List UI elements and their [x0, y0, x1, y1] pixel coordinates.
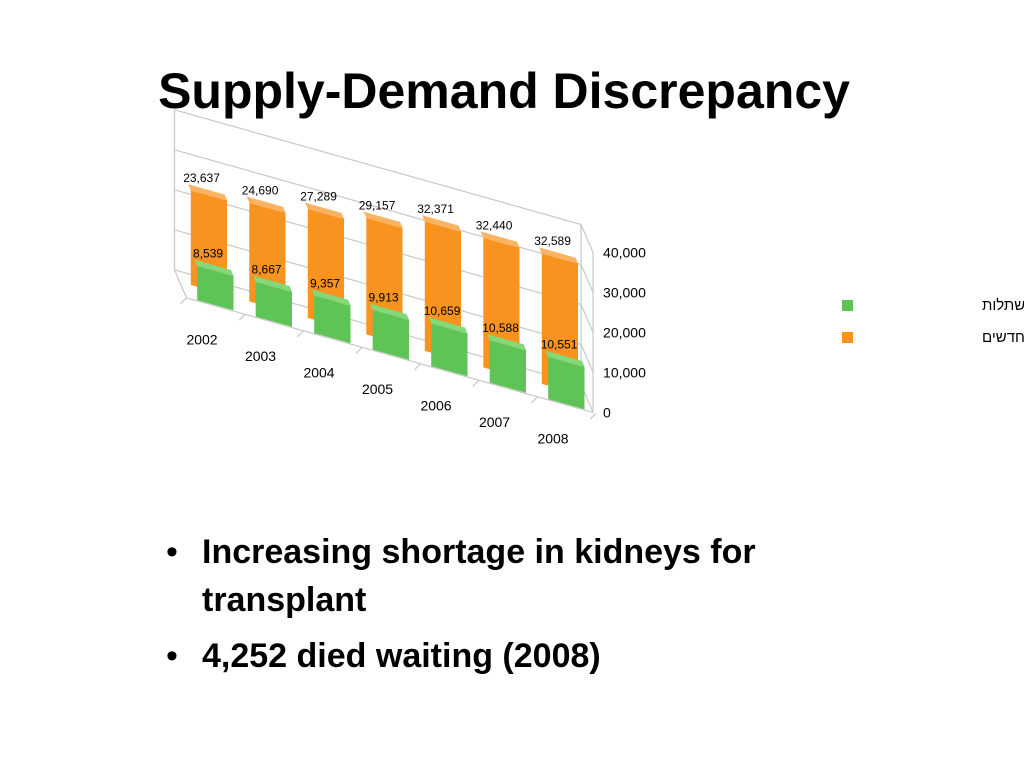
- x-tick-label: 2005: [362, 381, 393, 397]
- transplants-bar-top: [487, 334, 526, 351]
- floor-edge: [186, 297, 594, 414]
- y-axis-ticks: 0 10,000 20,000 30,000 40,000: [603, 244, 646, 420]
- x-tick-label: 2003: [245, 348, 276, 364]
- waitlist-bar-top: [422, 215, 461, 232]
- x-tick-mark: [297, 330, 304, 338]
- legend-label: השתלות: [982, 297, 1024, 314]
- bullet-item: • Increasing shortage in kidneys for tran…: [160, 528, 920, 624]
- data-label: 9,357: [310, 276, 340, 290]
- y-tick-label: 20,000: [603, 324, 646, 340]
- x-tick-mark: [589, 412, 597, 420]
- chart-legend: השתלות מועמדים חדשים: [842, 297, 1024, 346]
- x-tick-label: 2002: [186, 332, 217, 348]
- x-tick-mark: [414, 363, 421, 371]
- transplants-bar: [431, 323, 468, 377]
- transplants-bar-top: [545, 350, 585, 368]
- transplants-bar: [255, 281, 292, 327]
- waitlist-bar-top: [363, 211, 403, 229]
- floor-edge: [173, 269, 188, 299]
- x-tick-label: 2004: [303, 365, 334, 381]
- data-label: 27,289: [300, 189, 337, 203]
- data-label: 23,637: [183, 171, 220, 185]
- data-label: 8,667: [252, 263, 282, 277]
- bullet-item: • 4,252 died waiting (2008): [160, 632, 920, 680]
- y-tick-label: 10,000: [603, 364, 646, 380]
- bullet-dot-icon: •: [166, 533, 178, 571]
- legend-label: מועמדים חדשים: [982, 329, 1024, 346]
- transplants-bar: [314, 295, 351, 344]
- transplants-bar: [197, 265, 234, 311]
- waitlist-bar-top: [305, 202, 344, 219]
- x-tick-mark: [472, 379, 480, 387]
- transplants-bar: [548, 356, 585, 410]
- data-label: 24,690: [242, 183, 279, 197]
- waitlist-bar-top: [480, 231, 520, 248]
- data-label: 10,659: [424, 304, 461, 318]
- data-label: 10,588: [482, 321, 519, 335]
- chart-bars: [188, 184, 585, 410]
- data-labels: 23,637 24,690 27,289 29,157 32,371 32,440 32,5…: [183, 171, 578, 351]
- x-axis-categories: 2002 2003 2004 2005 2006 2007 2008: [186, 332, 568, 447]
- x-tick-mark: [531, 396, 538, 404]
- y-tick-label: 40,000: [603, 244, 646, 260]
- bullet-dot-icon: •: [166, 637, 178, 675]
- transplants-bar-top: [194, 259, 234, 277]
- x-tick-mark: [180, 297, 187, 305]
- data-label: 29,157: [359, 198, 396, 212]
- legend-swatch: [842, 332, 853, 343]
- waitlist-bar-top: [188, 184, 227, 201]
- x-tick-mark: [238, 313, 246, 321]
- data-label: 32,440: [476, 218, 513, 232]
- transplants-bar-top: [311, 289, 351, 306]
- data-label: 32,371: [417, 202, 454, 216]
- x-tick-mark: [355, 346, 363, 354]
- waitlist-bar-top: [539, 247, 578, 264]
- transplants-bar-top: [428, 317, 468, 334]
- data-label: 10,551: [541, 338, 578, 352]
- slide-title: Supply-Demand Discrepancy: [158, 63, 850, 119]
- waitlist-bar-top: [246, 196, 286, 213]
- x-tick-label: 2006: [420, 398, 451, 414]
- y-tick-label: 30,000: [603, 284, 646, 300]
- transplants-bar: [372, 309, 409, 360]
- data-label: 8,539: [193, 247, 223, 261]
- data-label: 32,589: [534, 234, 571, 248]
- bullet-list: • Increasing shortage in kidneys for tran…: [160, 528, 920, 688]
- y-tick-label: 0: [603, 404, 611, 420]
- transplants-bar-top: [370, 303, 409, 321]
- data-label: 9,913: [369, 291, 399, 305]
- transplants-bar-top: [253, 275, 292, 293]
- x-tick-label: 2008: [537, 431, 568, 447]
- x-tick-label: 2007: [479, 414, 510, 430]
- legend-swatch: [842, 300, 853, 311]
- transplants-bar: [489, 340, 526, 393]
